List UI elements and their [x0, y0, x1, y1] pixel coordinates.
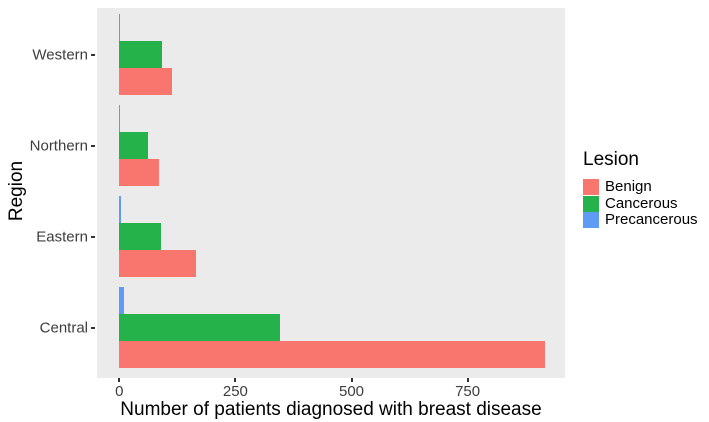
x-tick-mark [350, 378, 353, 382]
y-axis-title: Region [6, 160, 27, 222]
bar-eastern-benign [119, 250, 196, 277]
bar-central-benign [119, 341, 545, 368]
legend-label-benign: Benign [605, 178, 652, 195]
bar-northern-precancerous [119, 105, 121, 132]
bar-western-precancerous [119, 14, 121, 41]
bar-central-precancerous [119, 287, 124, 314]
legend-item-precancerous: Precancerous [583, 211, 698, 229]
y-tick-mark [91, 326, 95, 329]
y-tick-label-northern: Northern [29, 137, 88, 154]
x-tick-label-500: 500 [338, 383, 365, 400]
x-tick-mark [118, 378, 121, 382]
bar-western-benign [119, 68, 172, 95]
bar-northern-benign [119, 159, 159, 186]
x-tick-label-0: 0 [115, 383, 124, 400]
bar-western-cancerous [119, 41, 162, 68]
x-tick-label-750: 750 [455, 383, 481, 400]
bar-eastern-cancerous [119, 223, 161, 250]
legend: Benign Cancerous Precancerous [583, 178, 698, 229]
legend-label-precancerous: Precancerous [605, 211, 698, 228]
x-tick-label-250: 250 [222, 383, 248, 400]
x-axis-title: Number of patients diagnosed with breast… [120, 399, 542, 420]
y-tick-mark [91, 144, 95, 147]
y-tick-label-western: Western [32, 46, 88, 63]
y-tick-mark [91, 235, 95, 238]
plot-panel [97, 8, 565, 378]
y-tick-label-central: Central [39, 319, 88, 336]
legend-title: Lesion [583, 149, 639, 170]
legend-item-benign: Benign [583, 178, 698, 196]
legend-swatch-precancerous [583, 212, 599, 229]
legend-item-cancerous: Cancerous [583, 194, 698, 213]
y-tick-mark [91, 53, 95, 56]
bar-northern-cancerous [119, 132, 149, 159]
x-tick-mark [234, 378, 237, 382]
x-tick-mark [466, 378, 469, 382]
y-tick-label-eastern: Eastern [36, 228, 88, 245]
legend-label-cancerous: Cancerous [605, 194, 678, 212]
legend-swatch-benign [583, 179, 599, 196]
bar-eastern-precancerous [119, 196, 121, 223]
bar-central-cancerous [119, 314, 281, 341]
legend-swatch-cancerous [583, 195, 599, 212]
